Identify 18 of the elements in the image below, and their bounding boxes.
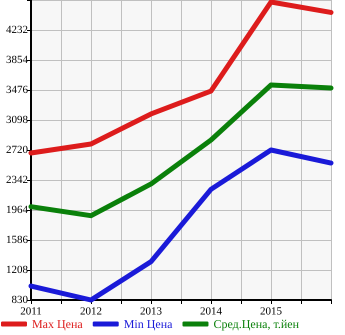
x-tick-label: 2012 [80, 306, 102, 318]
y-tick-label: 1964 [6, 204, 28, 216]
y-tick-label: 3098 [6, 114, 28, 126]
y-tick-label: 4232 [6, 24, 28, 36]
y-tick-label: 2342 [6, 174, 28, 186]
legend-label: Сред.Цена, т.йен [213, 317, 300, 331]
x-tick-label: 2015 [260, 306, 282, 318]
y-tick-label: 3854 [6, 54, 28, 66]
y-tick-label: 1208 [6, 264, 28, 276]
x-tick-label: 2013 [140, 306, 162, 318]
x-tick-label: 2011 [20, 306, 42, 318]
y-tick-label: 2720 [6, 144, 28, 156]
y-tick-label: 3476 [6, 84, 28, 96]
y-tick-label: 1586 [6, 234, 28, 246]
y-tick-label: 830 [12, 294, 28, 306]
legend-label: Min Цена [124, 317, 174, 331]
x-tick-label: 2014 [200, 306, 222, 318]
legend-label: Max Цена [32, 317, 84, 331]
